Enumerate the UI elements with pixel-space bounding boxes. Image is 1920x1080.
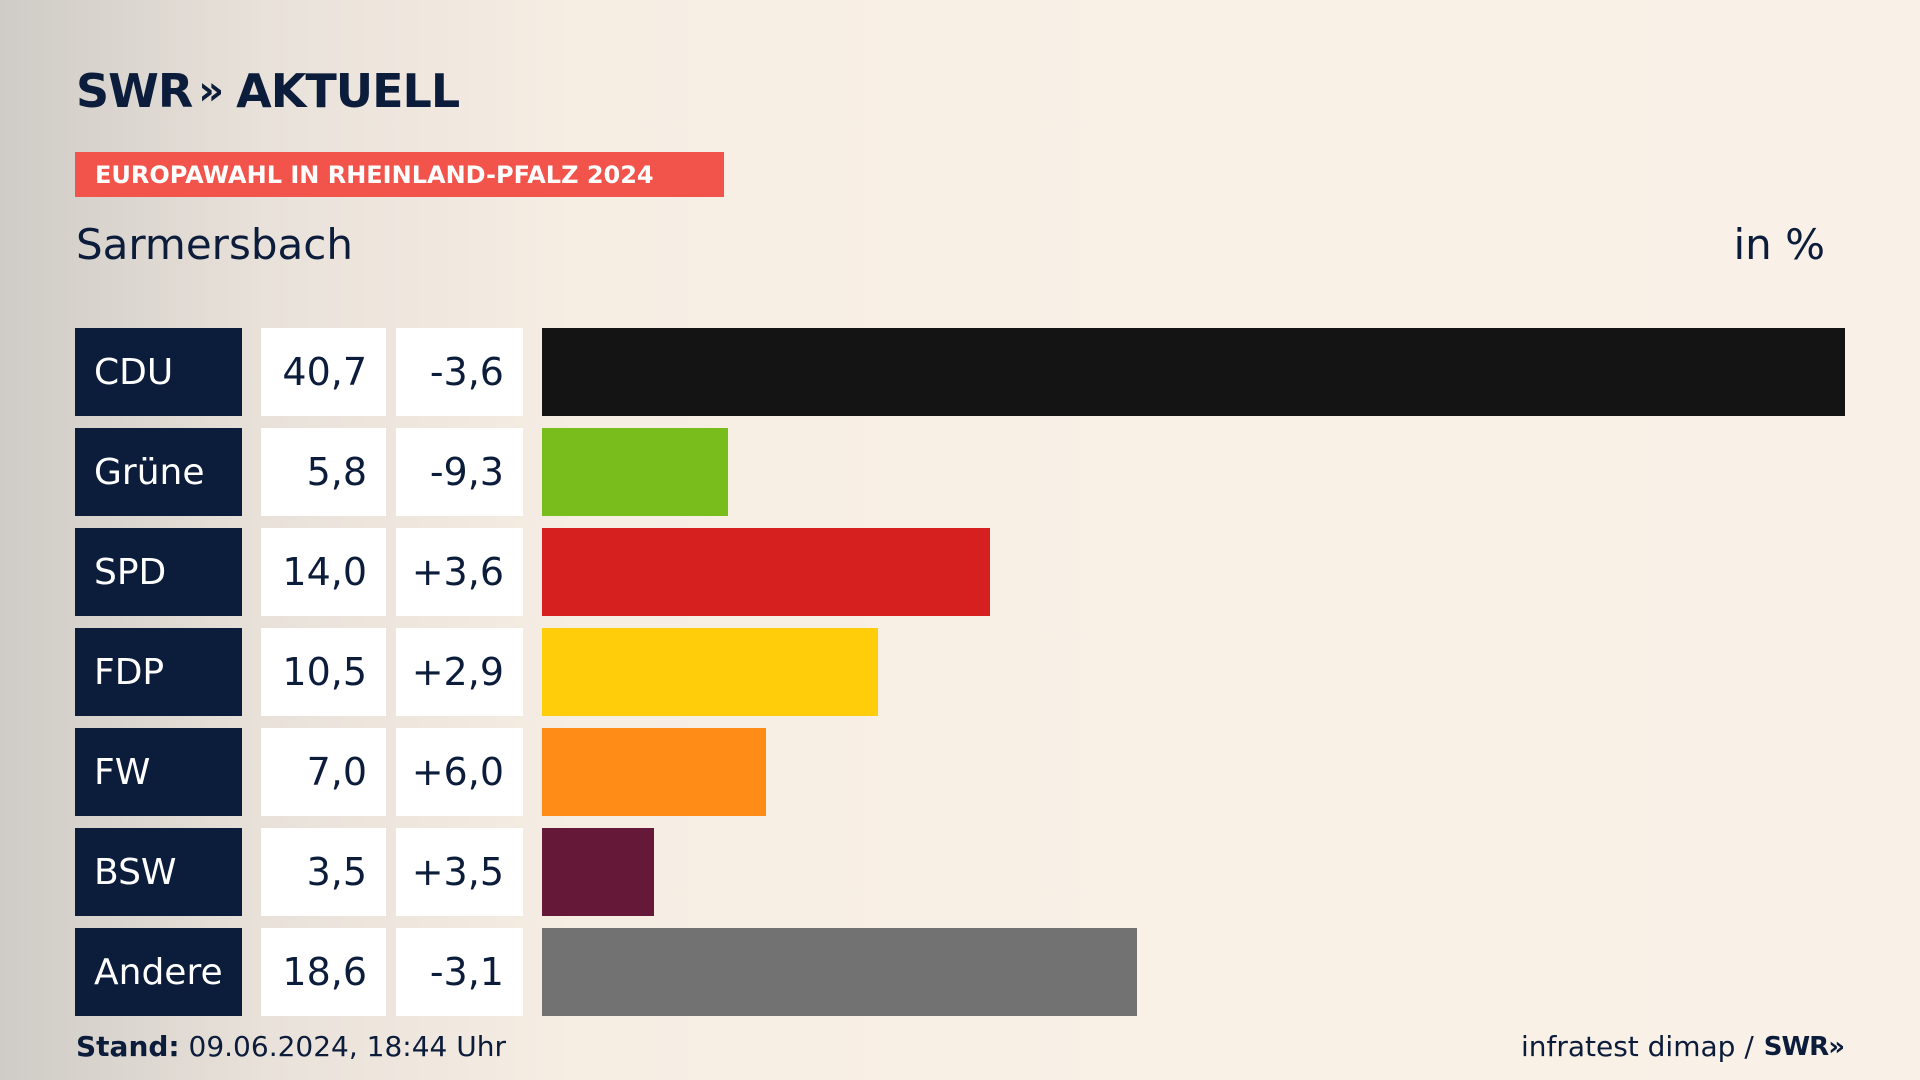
source-text: infratest dimap / bbox=[1520, 1030, 1754, 1063]
party-row: FDP 10,5 +2,9 bbox=[75, 628, 1845, 716]
vote-share-value: 10,5 bbox=[261, 628, 386, 716]
vote-share-value: 14,0 bbox=[261, 528, 386, 616]
region-title: Sarmersbach bbox=[76, 220, 353, 269]
party-row: CDU 40,7 -3,6 bbox=[75, 328, 1845, 416]
party-row: Grüne 5,8 -9,3 bbox=[75, 428, 1845, 516]
change-value: +6,0 bbox=[396, 728, 523, 816]
unit-label: in % bbox=[1733, 220, 1825, 269]
vote-share-value: 5,8 bbox=[261, 428, 386, 516]
timestamp: Stand: 09.06.2024, 18:44 Uhr bbox=[76, 1030, 506, 1063]
bar-grüne bbox=[542, 428, 728, 516]
bar-fw bbox=[542, 728, 767, 816]
party-label: Grüne bbox=[75, 428, 242, 516]
bar-andere bbox=[542, 928, 1138, 1016]
change-value: +3,5 bbox=[396, 828, 523, 916]
vote-share-value: 7,0 bbox=[261, 728, 386, 816]
party-row: SPD 14,0 +3,6 bbox=[75, 528, 1845, 616]
party-label: FW bbox=[75, 728, 242, 816]
change-value: -3,6 bbox=[396, 328, 523, 416]
bar-fdp bbox=[542, 628, 879, 716]
change-value: +2,9 bbox=[396, 628, 523, 716]
party-label: SPD bbox=[75, 528, 242, 616]
swr-mini-logo: SWR» bbox=[1763, 1031, 1845, 1062]
party-row: FW 7,0 +6,0 bbox=[75, 728, 1845, 816]
party-label: CDU bbox=[75, 328, 242, 416]
stand-value: 09.06.2024, 18:44 Uhr bbox=[188, 1030, 506, 1063]
bar-cdu bbox=[542, 328, 1845, 416]
party-row: BSW 3,5 +3,5 bbox=[75, 828, 1845, 916]
party-label: Andere bbox=[75, 928, 242, 1016]
vote-share-value: 3,5 bbox=[261, 828, 386, 916]
vote-share-value: 18,6 bbox=[261, 928, 386, 1016]
logo-aktuell-text: AKTUELL bbox=[236, 64, 460, 118]
swr-aktuell-logo: SWR » AKTUELL bbox=[76, 64, 460, 118]
stand-label: Stand: bbox=[76, 1030, 180, 1063]
change-value: +3,6 bbox=[396, 528, 523, 616]
party-row: Andere 18,6 -3,1 bbox=[75, 928, 1845, 1016]
change-value: -9,3 bbox=[396, 428, 523, 516]
logo-chevron-icon: » bbox=[198, 68, 224, 114]
bar-spd bbox=[542, 528, 991, 616]
election-tag: EUROPAWAHL IN RHEINLAND-PFALZ 2024 bbox=[75, 152, 724, 197]
logo-swr-text: SWR bbox=[76, 64, 193, 118]
party-label: BSW bbox=[75, 828, 242, 916]
vote-share-value: 40,7 bbox=[261, 328, 386, 416]
party-label: FDP bbox=[75, 628, 242, 716]
source-credit: infratest dimap / SWR» bbox=[1520, 1030, 1845, 1063]
change-value: -3,1 bbox=[396, 928, 523, 1016]
bar-bsw bbox=[542, 828, 655, 916]
